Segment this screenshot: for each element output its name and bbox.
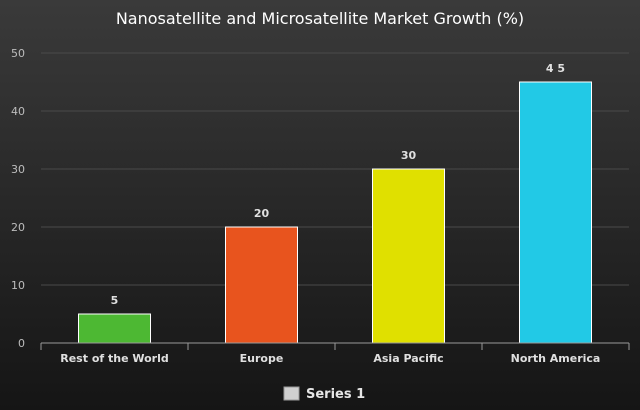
x-axis: Rest of the World Europe Asia Pacific North… <box>40 342 630 365</box>
y-tick-label: 40 <box>11 105 25 118</box>
bar[interactable] <box>78 313 151 344</box>
y-tick-label: 30 <box>11 163 25 176</box>
data-label: 4 5 <box>546 62 565 75</box>
legend-label: Series 1 <box>306 387 365 402</box>
legend[interactable]: Series 1 <box>283 386 365 402</box>
bars: 5 20 30 4 5 <box>78 62 592 344</box>
y-tick-label: 20 <box>11 221 25 234</box>
bar[interactable] <box>225 226 298 344</box>
chart-title: Nanosatellite and Microsatellite Market … <box>116 9 524 28</box>
data-label: 20 <box>254 207 270 220</box>
y-tick-label: 50 <box>11 47 25 60</box>
x-tick-label: Europe <box>240 352 284 365</box>
y-tick-label: 10 <box>11 279 25 292</box>
y-tick-label: 0 <box>18 337 25 350</box>
x-tick-label: Rest of the World <box>60 352 169 365</box>
y-axis: 0 10 20 30 40 50 <box>11 47 25 350</box>
data-label: 30 <box>401 149 417 162</box>
x-tick-label: North America <box>511 352 601 365</box>
data-label: 5 <box>111 294 119 307</box>
legend-swatch <box>283 386 300 401</box>
bar[interactable] <box>519 81 592 344</box>
bar[interactable] <box>372 168 445 344</box>
x-tick-label: Asia Pacific <box>373 352 443 365</box>
